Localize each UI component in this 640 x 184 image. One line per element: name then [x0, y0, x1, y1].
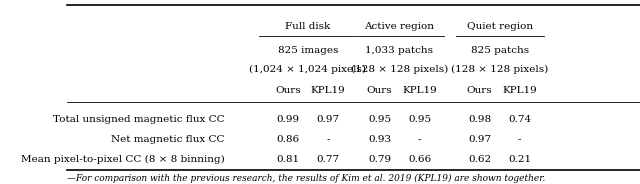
- Text: 0.95: 0.95: [368, 115, 391, 124]
- Text: 0.62: 0.62: [468, 155, 492, 164]
- Text: 0.79: 0.79: [368, 155, 391, 164]
- Text: Quiet region: Quiet region: [467, 22, 532, 31]
- Text: 0.66: 0.66: [408, 155, 431, 164]
- Text: 0.97: 0.97: [468, 135, 492, 144]
- Text: Net magnetic flux CC: Net magnetic flux CC: [111, 135, 225, 144]
- Text: 0.21: 0.21: [508, 155, 531, 164]
- Text: 0.86: 0.86: [276, 135, 300, 144]
- Text: 825 images: 825 images: [278, 46, 338, 55]
- Text: 0.98: 0.98: [468, 115, 492, 124]
- Text: Ours: Ours: [275, 86, 301, 95]
- Text: 1,033 patchs: 1,033 patchs: [365, 46, 433, 55]
- Text: -: -: [518, 135, 522, 144]
- Text: Active region: Active region: [365, 22, 435, 31]
- Text: -: -: [326, 135, 330, 144]
- Text: Total unsigned magnetic flux CC: Total unsigned magnetic flux CC: [53, 115, 225, 124]
- Text: 0.99: 0.99: [276, 115, 300, 124]
- Text: (1,024 × 1,024 pixels): (1,024 × 1,024 pixels): [250, 65, 366, 74]
- Text: 0.95: 0.95: [408, 115, 431, 124]
- Text: Mean pixel-to-pixel CC (8 × 8 binning): Mean pixel-to-pixel CC (8 × 8 binning): [21, 155, 225, 164]
- Text: 0.93: 0.93: [368, 135, 391, 144]
- Text: 0.97: 0.97: [316, 115, 339, 124]
- Text: —For comparison with the previous research, the results of Kim et al. 2019 (KPL1: —For comparison with the previous resear…: [67, 174, 546, 183]
- Text: 0.77: 0.77: [316, 155, 339, 164]
- Text: Ours: Ours: [467, 86, 492, 95]
- Text: 0.74: 0.74: [508, 115, 531, 124]
- Text: Full disk: Full disk: [285, 22, 330, 31]
- Text: -: -: [418, 135, 421, 144]
- Text: 825 patchs: 825 patchs: [470, 46, 529, 55]
- Text: 0.81: 0.81: [276, 155, 300, 164]
- Text: (128 × 128 pixels): (128 × 128 pixels): [351, 65, 448, 74]
- Text: Ours: Ours: [367, 86, 392, 95]
- Text: (128 × 128 pixels): (128 × 128 pixels): [451, 65, 548, 74]
- Text: KPL19: KPL19: [402, 86, 437, 95]
- Text: KPL19: KPL19: [310, 86, 346, 95]
- Text: KPL19: KPL19: [502, 86, 537, 95]
